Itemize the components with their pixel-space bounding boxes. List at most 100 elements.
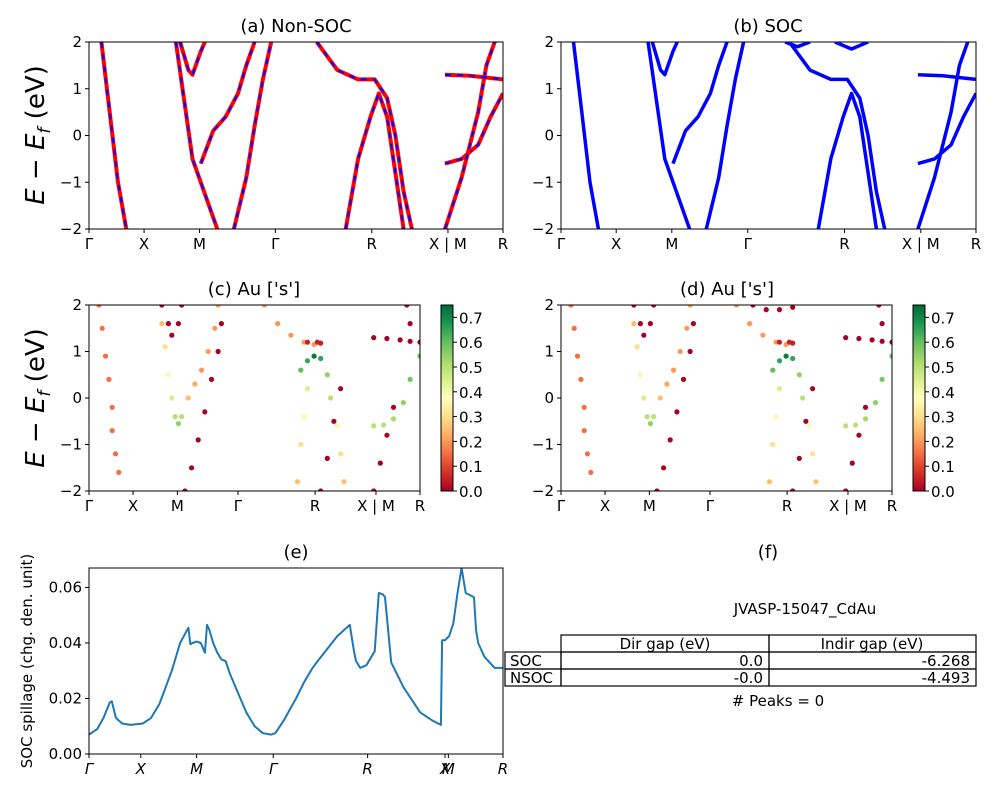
y-tick-label: 1 xyxy=(72,343,82,361)
x-tick-label: M xyxy=(190,760,203,778)
scatter-point xyxy=(631,321,637,327)
scatter-point xyxy=(195,437,201,443)
band-line xyxy=(916,42,970,229)
scatter-point xyxy=(338,386,344,392)
scatter-point xyxy=(400,400,406,406)
table-cell-value: -4.493 xyxy=(922,669,970,687)
x-tick-label: R xyxy=(498,235,508,253)
x-tick-label: X xyxy=(600,497,610,515)
scatter-point xyxy=(806,423,812,429)
scatter-point xyxy=(644,414,650,420)
x-tick-label: X | M xyxy=(829,497,867,515)
scatter-point xyxy=(843,423,849,429)
scatter-point xyxy=(301,414,307,420)
panel-a-plot: Γ X M Γ R X | M R 2 1 0 −1 −2 xyxy=(60,33,508,253)
scatter-point xyxy=(790,305,796,310)
scatter-point xyxy=(189,465,195,471)
scatter-point xyxy=(198,367,205,373)
scatter-point xyxy=(328,395,334,401)
colorbar-tick-label: 0.6 xyxy=(931,334,955,352)
band-line xyxy=(646,42,692,229)
colorbar xyxy=(440,304,454,492)
table-cell-value: -6.268 xyxy=(922,652,970,670)
scatter-point xyxy=(651,305,657,308)
x-tick-label: R xyxy=(839,235,849,253)
scatter-point xyxy=(843,335,849,341)
svg-text:E − Ef (eV): E − Ef (eV) xyxy=(21,65,55,205)
y-axis-label-row3: SOC spillage (chg. den. unit) xyxy=(18,554,36,769)
scatter-point xyxy=(651,414,657,420)
x-tick-label: Γ xyxy=(269,760,279,778)
y-tick-label: −1 xyxy=(60,436,82,454)
scatter-point xyxy=(304,358,311,364)
scatter-point xyxy=(298,367,304,373)
scatter-point xyxy=(185,395,191,401)
x-tick-label: Γ xyxy=(85,497,94,515)
scatter-points xyxy=(568,305,892,491)
x-tick-label: X xyxy=(135,760,147,778)
scatter-point xyxy=(175,321,181,327)
scatter-point xyxy=(862,404,869,410)
scatter-point xyxy=(318,488,324,491)
scatter-point xyxy=(304,386,311,392)
scatter-point xyxy=(641,395,647,401)
scatter-point xyxy=(687,348,693,355)
y-axis-label-row2: E − Ef (eV) xyxy=(21,328,55,468)
scatter-point xyxy=(381,422,387,428)
scatter-point xyxy=(800,395,806,401)
scatter-point xyxy=(776,386,783,392)
panel-c-plot: Γ X M Γ R X | M R 2 1 0 −1 −2 0.7 0.6 0.5 0.4 0.3 0.2 0.1 0… xyxy=(60,296,483,515)
scatter-point xyxy=(334,423,340,429)
scatter-point xyxy=(338,451,344,457)
scatter-point xyxy=(843,488,849,491)
scatter-point xyxy=(790,355,796,362)
scatter-point xyxy=(318,340,324,346)
scatter-point xyxy=(165,372,171,378)
scatter-points xyxy=(96,305,420,491)
scatter-point xyxy=(417,339,420,345)
colorbar-tick-label: 0.2 xyxy=(459,433,483,451)
scatter-point xyxy=(776,339,783,345)
scatter-point xyxy=(192,381,198,387)
scatter-point xyxy=(581,428,587,434)
y-tick-label: 0.06 xyxy=(49,578,82,596)
scatter-point xyxy=(879,376,885,382)
scatter-point xyxy=(684,325,690,331)
panel-a-title: (a) Non-SOC xyxy=(240,16,351,37)
colorbar-tick-label: 0.1 xyxy=(459,458,483,476)
scatter-point xyxy=(849,460,855,466)
scatter-point xyxy=(407,321,413,327)
panel-d: (d) Au ['s'] Γ X M Γ R X | M R 2 1 0 −1 −2 0.7 0.6 0.5… xyxy=(532,279,955,515)
scatter-point xyxy=(750,305,756,308)
x-tick-label: R xyxy=(971,235,981,253)
x-tick-label: R xyxy=(367,235,377,253)
scatter-point xyxy=(584,451,591,457)
scatter-point xyxy=(677,348,683,355)
scatter-point xyxy=(116,469,122,475)
band-line xyxy=(917,92,976,166)
scatter-point xyxy=(324,455,330,461)
band-line xyxy=(571,42,601,229)
scatter-point xyxy=(803,418,809,424)
scatter-point xyxy=(215,305,221,308)
scatter-point xyxy=(856,432,862,438)
y-tick-label: −2 xyxy=(60,220,82,238)
x-tick-label: Γ xyxy=(271,235,280,253)
scatter-point xyxy=(856,335,862,342)
scatter-point xyxy=(288,332,294,338)
x-tick-label: Γ xyxy=(706,497,715,515)
scatter-point xyxy=(331,418,337,424)
scatter-point xyxy=(766,479,773,485)
scatter-point xyxy=(407,376,413,382)
band-line-spin-down xyxy=(99,42,129,229)
scatter-point xyxy=(182,488,188,491)
panel-f-title: (f) xyxy=(758,542,778,563)
scatter-point xyxy=(647,421,654,427)
scatter-point xyxy=(770,367,776,373)
scatter-point xyxy=(102,353,109,359)
panel-c-title: (c) Au ['s'] xyxy=(208,279,300,300)
scatter-point xyxy=(417,353,420,359)
scatter-point xyxy=(261,305,267,308)
x-tick-label: R xyxy=(782,497,792,515)
scatter-point xyxy=(371,488,377,491)
